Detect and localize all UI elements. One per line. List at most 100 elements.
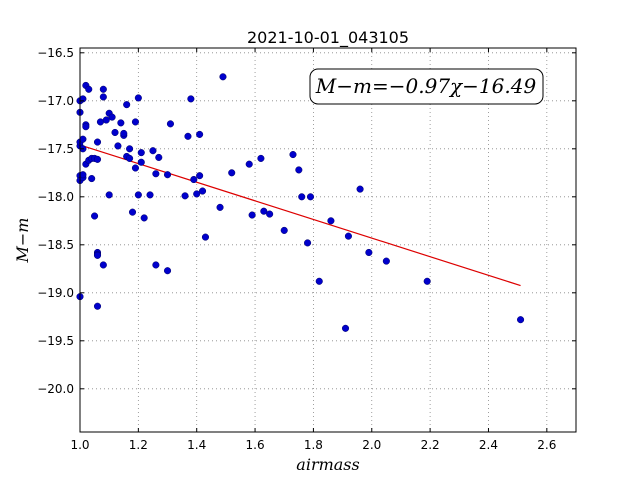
data-point xyxy=(99,85,107,93)
data-point xyxy=(315,277,323,285)
data-point xyxy=(152,261,160,269)
data-point xyxy=(228,169,236,177)
data-point xyxy=(108,113,116,121)
data-point xyxy=(99,93,107,101)
data-point xyxy=(260,207,268,215)
data-point xyxy=(105,191,113,199)
data-point xyxy=(219,73,227,81)
data-point xyxy=(79,135,87,143)
data-point xyxy=(196,130,204,138)
x-tick-label: 1.6 xyxy=(246,438,265,452)
data-point xyxy=(341,324,350,332)
y-tick-label: −17.5 xyxy=(37,142,74,156)
data-point xyxy=(99,261,107,269)
x-tick-label: 2.0 xyxy=(362,438,381,452)
data-point xyxy=(134,94,142,102)
data-point xyxy=(123,101,131,109)
y-tick-labels: −16.5 −17.0 −17.5 −18.0 −18.5 −19.0 −19.5 −20.0 xyxy=(37,46,74,396)
data-point xyxy=(266,210,274,218)
data-point xyxy=(190,175,198,184)
data-point xyxy=(93,155,102,163)
data-point xyxy=(155,153,163,161)
data-point xyxy=(163,171,172,179)
data-point xyxy=(517,316,525,324)
data-point xyxy=(196,172,204,180)
y-tick-label: −20.0 xyxy=(37,382,74,396)
fit-annotation: M−m=−0.97χ−16.49 xyxy=(309,68,544,105)
y-tick-label: −17.0 xyxy=(37,94,74,108)
data-point xyxy=(304,239,312,247)
fit-line xyxy=(82,145,521,287)
data-point xyxy=(327,217,335,225)
y-tick-label: −16.5 xyxy=(37,46,74,60)
data-point xyxy=(82,123,90,131)
data-point xyxy=(102,116,110,124)
data-point xyxy=(120,129,128,137)
data-point xyxy=(184,132,192,140)
data-point xyxy=(128,208,137,216)
x-tick-label: 2.6 xyxy=(537,438,556,452)
annotation-text: M−m=−0.97χ−16.49 xyxy=(315,74,537,98)
y-axis-label: M−m xyxy=(13,218,32,264)
data-point xyxy=(187,95,195,103)
data-point xyxy=(88,175,96,183)
data-point xyxy=(198,187,207,195)
x-axis-label: airmass xyxy=(296,455,359,474)
x-tick-label: 1.0 xyxy=(70,438,89,452)
data-point xyxy=(257,154,265,162)
ticks xyxy=(79,48,576,432)
x-tick-label: 1.2 xyxy=(129,438,148,452)
fit-line-group xyxy=(82,145,521,287)
data-point xyxy=(356,185,364,193)
data-point xyxy=(91,212,99,220)
x-tick-label: 1.8 xyxy=(304,438,323,452)
plot-frame xyxy=(79,47,577,433)
y-tick-label: −19.0 xyxy=(37,286,74,300)
annotation-box xyxy=(309,68,544,105)
x-tick-label: 2.4 xyxy=(479,438,498,452)
data-point xyxy=(85,85,93,93)
data-point xyxy=(298,193,306,201)
data-point xyxy=(193,190,201,198)
data-point xyxy=(306,193,315,201)
data-point xyxy=(146,191,154,199)
x-tick-labels: 1.0 1.2 1.4 1.6 1.8 2.0 2.2 2.4 2.6 xyxy=(70,438,556,452)
data-point xyxy=(126,154,134,162)
data-point xyxy=(152,170,160,178)
data-point xyxy=(93,251,102,259)
data-point xyxy=(131,118,139,126)
data-point xyxy=(245,160,253,168)
y-tick-label: −18.5 xyxy=(37,238,74,252)
data-point xyxy=(111,128,119,137)
data-point xyxy=(149,147,157,155)
plot-area xyxy=(80,48,576,432)
y-tick-label: −19.5 xyxy=(37,334,74,348)
x-tick-label: 1.4 xyxy=(187,438,206,452)
data-point xyxy=(280,226,288,234)
data-point xyxy=(131,164,139,172)
data-point xyxy=(166,120,174,128)
chart-title: 2021-10-01_043105 xyxy=(247,28,409,48)
data-point xyxy=(79,171,87,179)
data-point xyxy=(117,119,125,127)
data-point xyxy=(126,145,134,153)
data-point xyxy=(216,203,224,211)
data-point xyxy=(93,138,102,146)
x-tick-label: 2.2 xyxy=(421,438,440,452)
scatter-points xyxy=(76,73,525,332)
data-point xyxy=(248,211,256,219)
data-point xyxy=(114,142,122,150)
data-point xyxy=(137,158,145,166)
data-point xyxy=(344,232,352,240)
data-point xyxy=(365,248,373,257)
data-point xyxy=(423,277,431,285)
data-point xyxy=(137,149,145,157)
data-point xyxy=(93,302,102,310)
data-point xyxy=(382,257,390,265)
data-point xyxy=(201,233,210,241)
data-point xyxy=(163,267,172,275)
data-point xyxy=(140,214,148,222)
data-point xyxy=(289,151,297,159)
data-point xyxy=(134,191,142,199)
